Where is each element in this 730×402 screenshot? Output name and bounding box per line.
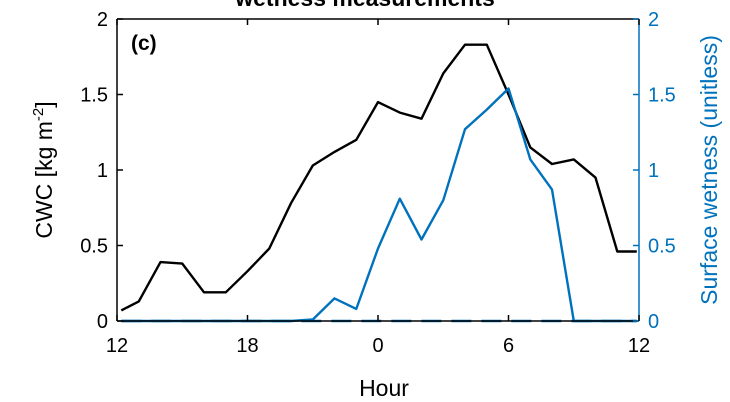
cwc-series-line [120, 43, 637, 312]
left-y-axis-title: CWC [kg m-2] [30, 101, 57, 238]
left-y-tick-label: 0 [97, 311, 108, 333]
right-y-tick-label: 1.5 [648, 85, 676, 107]
left-y-tick-label: 1 [97, 160, 108, 182]
left-y-tick-label: 2 [97, 9, 108, 31]
x-tick-label: 0 [372, 335, 383, 357]
chart-title: wetness measurements [234, 0, 495, 11]
left-y-axis-title-main: CWC [kg m [31, 121, 57, 239]
right-y-tick-label: 0 [648, 311, 659, 333]
x-axis-title: Hour [359, 375, 409, 401]
left-y-tick-label: 0.5 [80, 236, 108, 258]
x-tick-label: 12 [628, 335, 650, 357]
panel-label: (c) [131, 32, 157, 55]
left-y-tick-label: 1.5 [80, 85, 108, 107]
right-y-tick-label: 2 [648, 9, 659, 31]
x-tick-label: 6 [503, 335, 514, 357]
x-tick-label: 12 [106, 335, 128, 357]
left-y-axis-title-close: ] [31, 101, 57, 107]
right-y-tick-label: 0.5 [648, 236, 676, 258]
right-y-tick-label: 1 [648, 160, 659, 182]
right-y-axis-title: Surface wetness (unitless) [696, 35, 722, 305]
x-tick-label: 18 [236, 335, 258, 357]
ticks-layer: 0 0.5 1 1.5 2 0 0.5 1 1.5 2 12 18 0 6 12 [80, 9, 676, 357]
left-y-axis-title-superscript: -2 [30, 108, 47, 121]
